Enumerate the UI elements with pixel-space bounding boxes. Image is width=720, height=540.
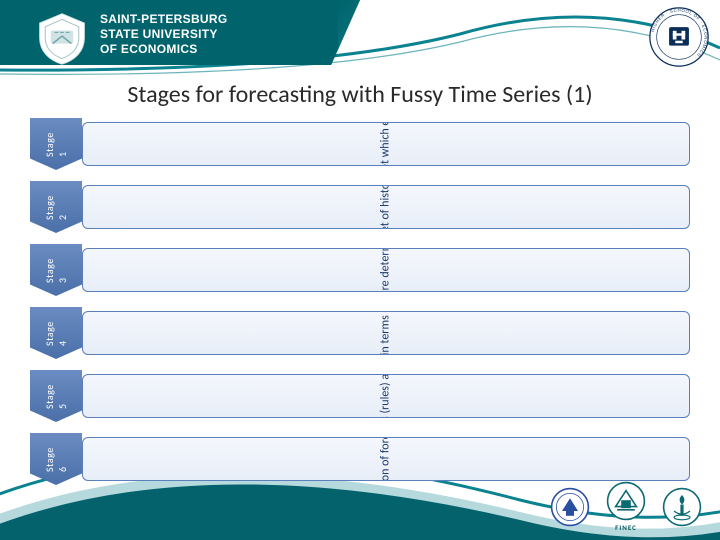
- stages-list: Stage 1 Determining the universe set whi…: [30, 118, 690, 496]
- stage-row: Stage 6 Defuzzification of forecasted da…: [30, 433, 690, 485]
- footer-crest-finec-icon: [606, 481, 646, 521]
- stage-body-text: Determining the universe set which encom…: [379, 122, 392, 166]
- stage-tab: Stage 3: [30, 244, 82, 296]
- stage-tab-label: Stage 3: [43, 257, 69, 283]
- stage-tab: Stage 1: [30, 118, 82, 170]
- stage-row: Stage 5 Fuzzy relations (rules) are dete…: [30, 370, 690, 422]
- uni-name-line2: STATE UNIVERSITY: [100, 27, 227, 42]
- stage-tab: Stage 4: [30, 307, 82, 359]
- stage-tab-label: Stage 4: [43, 320, 69, 346]
- footer-crest-engels-icon: [550, 487, 590, 527]
- stage-tab-label: Stage 5: [43, 383, 69, 409]
- stage-body: Qualitative characteristics are determin…: [82, 248, 690, 292]
- stage-tab: Stage 6: [30, 433, 82, 485]
- stage-body: Defuzzification of forecasted data: [82, 437, 690, 481]
- university-crest-icon: [34, 10, 90, 66]
- stage-tab: Stage 2: [30, 181, 82, 233]
- footer-crest-finec: FINEC: [606, 481, 646, 532]
- stage-body-text: Source data are fuzzified in terms of th…: [379, 311, 392, 355]
- stage-body: Source data are fuzzified in terms of th…: [82, 311, 690, 355]
- stage-tab: Stage 5: [30, 370, 82, 422]
- stage-body: Determining the universe set which encom…: [82, 122, 690, 166]
- page-title: Stages for forecasting with Fussy Time S…: [0, 80, 720, 109]
- hse-badge-icon: HIGHER · SCHOOL OF · ECONOMICS ·: [648, 6, 710, 68]
- stage-body-text: Fuzzy relations (rules) are determined: [379, 374, 392, 418]
- stage-tab-label: Stage 6: [43, 446, 69, 472]
- stage-body-text: Dividing the universe set of historical …: [379, 185, 392, 229]
- stage-tab-label: Stage 2: [43, 194, 69, 220]
- stage-tab-label: Stage 1: [43, 131, 69, 157]
- stage-body-text: Qualitative characteristics are determin…: [379, 248, 392, 292]
- stage-row: Stage 1 Determining the universe set whi…: [30, 118, 690, 170]
- university-name: SAINT-PETERSBURG STATE UNIVERSITY OF ECO…: [100, 12, 227, 57]
- stage-row: Stage 2 Dividing the universe set of his…: [30, 181, 690, 233]
- stage-body-text: Defuzzification of forecasted data: [379, 437, 392, 481]
- uni-name-line3: OF ECONOMICS: [100, 42, 227, 57]
- stage-body: Dividing the universe set of historical …: [82, 185, 690, 229]
- uni-name-line1: SAINT-PETERSBURG: [100, 12, 227, 27]
- stage-row: Stage 3 Qualitative characteristics are …: [30, 244, 690, 296]
- stage-row: Stage 4 Source data are fuzzified in ter…: [30, 307, 690, 359]
- stage-body: Fuzzy relations (rules) are determined: [82, 374, 690, 418]
- footer-crest-finec-label: FINEC: [606, 523, 646, 532]
- footer-crests: FINEC: [550, 481, 702, 532]
- footer-crest-torch-icon: [662, 487, 702, 527]
- university-banner: SAINT-PETERSBURG STATE UNIVERSITY OF ECO…: [0, 0, 360, 75]
